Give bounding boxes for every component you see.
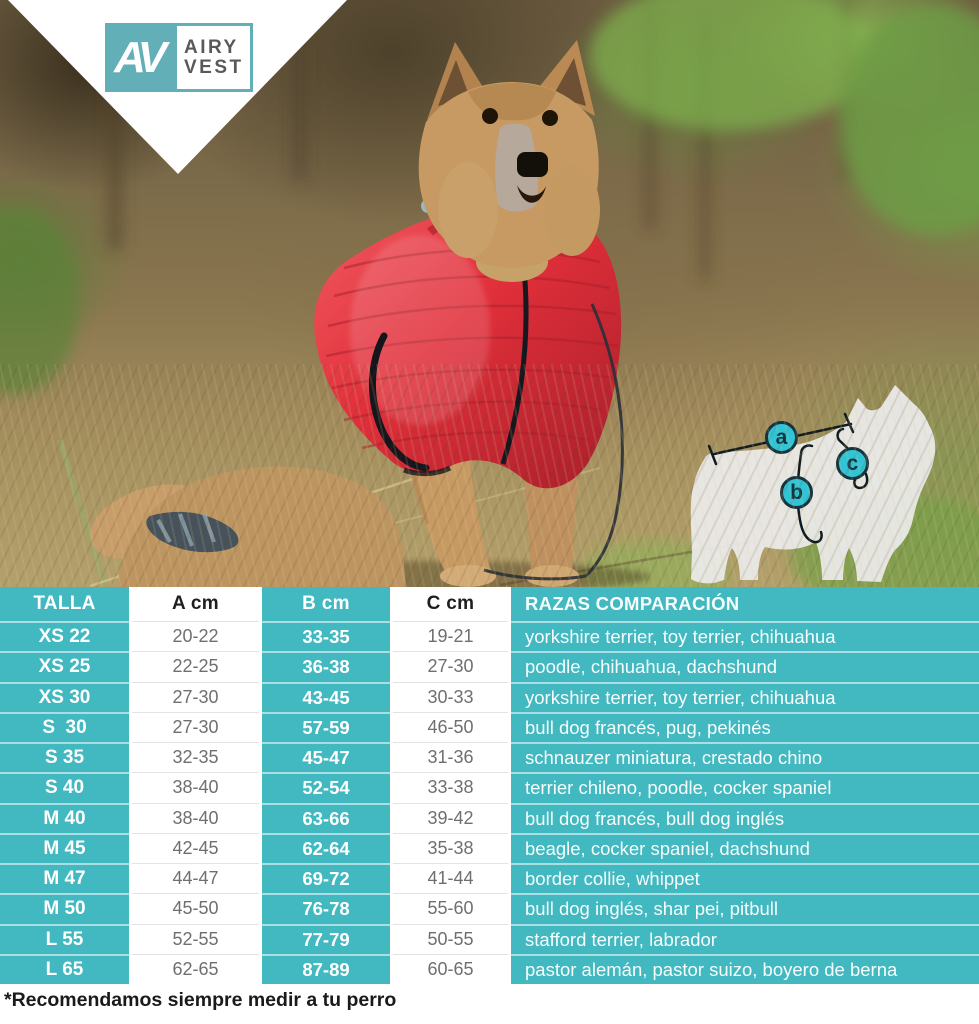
cell-a: 20-22 [132,621,259,652]
column-header-talla: TALLA [0,587,129,621]
measure-line-a [712,422,853,456]
logo-wordmark: AIRY VEST [177,23,253,92]
cell-razas: yorkshire terrier, toy terrier, chihuahu… [511,621,979,652]
cell-b: 33-35 [262,621,390,652]
dog-shadow [210,561,650,587]
hero-photo: AV AIRY VEST a b c [0,0,979,587]
cell-razas: beagle, cocker spaniel, dachshund [511,832,979,863]
cell-talla: XS 22 [0,621,129,652]
cell-b: 57-59 [262,711,390,742]
rope-toy [146,511,239,553]
cell-talla: L 65 [0,953,129,984]
cell-c: 33-38 [393,772,508,803]
cell-talla: S 30 [0,711,129,742]
cell-a: 42-45 [132,832,259,863]
cell-a: 27-30 [132,681,259,712]
cell-c: 41-44 [393,863,508,894]
cell-talla: S 35 [0,742,129,773]
cell-c: 55-60 [393,893,508,924]
cell-razas: terrier chileno, poodle, cocker spaniel [511,772,979,803]
cell-c: 19-21 [393,621,508,652]
column-header-a: A cm [132,587,259,621]
dog-eye-right [542,110,558,126]
cell-c: 31-36 [393,742,508,773]
cell-b: 62-64 [262,832,390,863]
cell-razas: poodle, chihuahua, dachshund [511,651,979,682]
cell-a: 38-40 [132,772,259,803]
cell-talla: M 45 [0,832,129,863]
cell-talla: S 40 [0,772,129,803]
cell-razas: bull dog inglés, shar pei, pitbull [511,893,979,924]
cell-razas: yorkshire terrier, toy terrier, chihuahu… [511,681,979,712]
measure-line-b [796,444,823,544]
dog-eye-left [482,108,498,124]
cell-talla: L 55 [0,923,129,954]
logo-wordmark-line1: AIRY [184,36,239,58]
cell-talla: M 40 [0,802,129,833]
ground-sticks [57,428,761,587]
cell-a: 45-50 [132,893,259,924]
logo-monogram-box: AV [105,23,177,92]
cell-b: 76-78 [262,893,390,924]
cell-a: 52-55 [132,923,259,954]
cell-a: 32-35 [132,742,259,773]
measure-badge-c: c [836,447,869,480]
brand-logo: AV AIRY VEST [105,23,253,92]
cell-razas: stafford terrier, labrador [511,923,979,954]
cell-b: 63-66 [262,802,390,833]
size-table: TALLA A cm B cm C cm RAZAS COMPARACIÓN X… [0,587,979,984]
cell-a: 27-30 [132,711,259,742]
dog-nose [517,152,548,177]
cell-c: 60-65 [393,953,508,984]
cell-a: 62-65 [132,953,259,984]
cell-c: 39-42 [393,802,508,833]
cell-b: 77-79 [262,923,390,954]
measurement-lines [707,412,869,544]
bulldog-silhouette [690,385,936,584]
cell-a: 22-25 [132,651,259,682]
cell-razas: bull dog francés, pug, pekinés [511,711,979,742]
cell-razas: pastor alemán, pastor suizo, boyero de b… [511,953,979,984]
cell-a: 38-40 [132,802,259,833]
cell-razas: schnauzer miniatura, crestado chino [511,742,979,773]
cell-b: 52-54 [262,772,390,803]
cell-c: 46-50 [393,711,508,742]
cell-c: 30-33 [393,681,508,712]
cell-b: 43-45 [262,681,390,712]
column-header-razas: RAZAS COMPARACIÓN [511,587,979,621]
cell-talla: XS 25 [0,651,129,682]
footnote-text: *Recomendamos siempre medir a tu perro [4,989,397,1011]
cell-b: 69-72 [262,863,390,894]
dog-head [418,40,600,268]
measure-line-c [836,427,869,490]
measure-badge-a: a [765,421,798,454]
cell-a: 44-47 [132,863,259,894]
cell-c: 27-30 [393,651,508,682]
cell-razas: border collie, whippet [511,863,979,894]
cell-talla: XS 30 [0,681,129,712]
logo-monogram: AV [114,32,167,82]
measure-badge-b: b [780,476,813,509]
cell-c: 50-55 [393,923,508,954]
cell-b: 45-47 [262,742,390,773]
cell-talla: M 50 [0,893,129,924]
column-header-c: C cm [393,587,508,621]
cell-talla: M 47 [0,863,129,894]
cell-b: 87-89 [262,953,390,984]
cell-c: 35-38 [393,832,508,863]
cell-razas: bull dog francés, bull dog inglés [511,802,979,833]
column-header-b: B cm [262,587,390,621]
logo-wordmark-line2: VEST [184,56,244,78]
cell-b: 36-38 [262,651,390,682]
